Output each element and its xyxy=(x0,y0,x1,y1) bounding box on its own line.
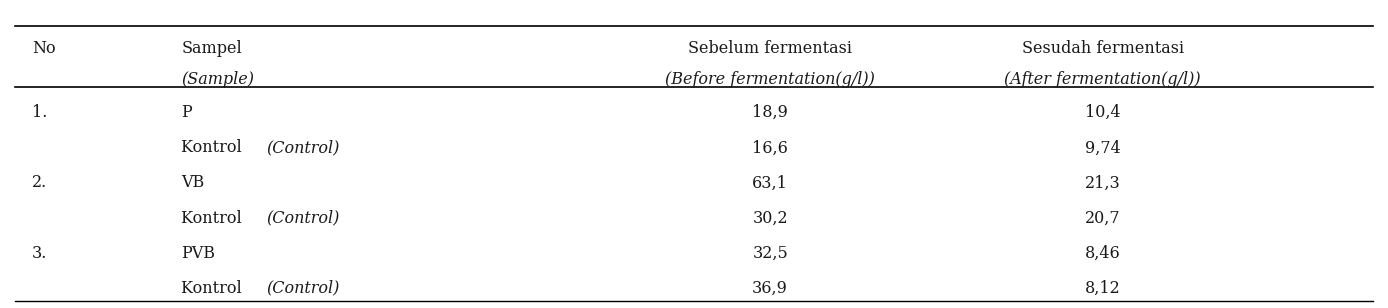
Text: 20,7: 20,7 xyxy=(1085,210,1120,227)
Text: No: No xyxy=(32,40,56,57)
Text: PVB: PVB xyxy=(182,245,215,262)
Text: (After fermentation(g/l)): (After fermentation(g/l)) xyxy=(1005,71,1201,88)
Text: 8,12: 8,12 xyxy=(1085,280,1120,297)
Text: (Control): (Control) xyxy=(266,140,340,156)
Text: VB: VB xyxy=(182,175,204,192)
Text: Sesudah fermentasi: Sesudah fermentasi xyxy=(1022,40,1184,57)
Text: (Control): (Control) xyxy=(266,280,340,297)
Text: Sampel: Sampel xyxy=(182,40,243,57)
Text: 16,6: 16,6 xyxy=(752,140,788,156)
Text: 36,9: 36,9 xyxy=(752,280,788,297)
Text: 18,9: 18,9 xyxy=(752,104,788,121)
Text: 32,5: 32,5 xyxy=(752,245,788,262)
Text: 21,3: 21,3 xyxy=(1085,175,1120,192)
Text: 63,1: 63,1 xyxy=(752,175,788,192)
Text: 8,46: 8,46 xyxy=(1085,245,1120,262)
Text: 30,2: 30,2 xyxy=(752,210,788,227)
Text: (Sample): (Sample) xyxy=(182,71,254,88)
Text: 2.: 2. xyxy=(32,175,47,192)
Text: Sebelum fermentasi: Sebelum fermentasi xyxy=(688,40,852,57)
Text: 1.: 1. xyxy=(32,104,47,121)
Text: Kontrol: Kontrol xyxy=(182,280,247,297)
Text: 10,4: 10,4 xyxy=(1085,104,1120,121)
Text: (Control): (Control) xyxy=(266,210,340,227)
Text: P: P xyxy=(182,104,192,121)
Text: (Before fermentation(g/l)): (Before fermentation(g/l)) xyxy=(665,71,874,88)
Text: 9,74: 9,74 xyxy=(1085,140,1120,156)
Text: Kontrol: Kontrol xyxy=(182,140,247,156)
Text: Kontrol: Kontrol xyxy=(182,210,247,227)
Text: 3.: 3. xyxy=(32,245,47,262)
